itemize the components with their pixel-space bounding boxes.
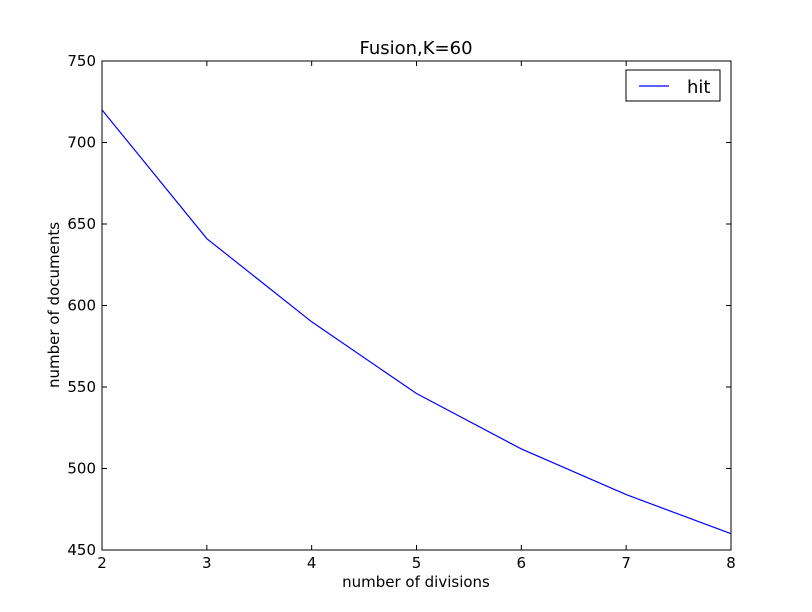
y-axis-label: number of documents bbox=[45, 222, 63, 388]
series-layer bbox=[101, 109, 732, 535]
chart-title: Fusion,K=60 bbox=[359, 38, 472, 59]
plot-area bbox=[102, 61, 731, 550]
series-line-hit bbox=[101, 109, 732, 535]
x-tick-label: 4 bbox=[307, 554, 317, 572]
y-tick-label: 450 bbox=[67, 541, 96, 559]
legend-label-hit: hit bbox=[687, 77, 710, 98]
x-tick-label: 8 bbox=[726, 554, 736, 572]
x-axis-label: number of divisions bbox=[342, 573, 490, 591]
y-tick-label: 600 bbox=[67, 297, 96, 315]
y-tick-label: 550 bbox=[67, 378, 96, 396]
x-tick-label: 2 bbox=[97, 554, 107, 572]
y-axis-ticks: 450 500 550 600 650 700 750 bbox=[67, 52, 731, 559]
x-tick-label: 5 bbox=[412, 554, 422, 572]
y-tick-label: 500 bbox=[67, 460, 96, 478]
legend: hit bbox=[625, 69, 721, 102]
y-tick-label: 750 bbox=[67, 52, 96, 70]
x-tick-label: 7 bbox=[621, 554, 631, 572]
x-tick-label: 6 bbox=[517, 554, 527, 572]
x-tick-label: 3 bbox=[202, 554, 212, 572]
y-tick-label: 700 bbox=[67, 134, 96, 152]
plot-frame bbox=[101, 60, 732, 551]
y-tick-label: 650 bbox=[67, 215, 96, 233]
